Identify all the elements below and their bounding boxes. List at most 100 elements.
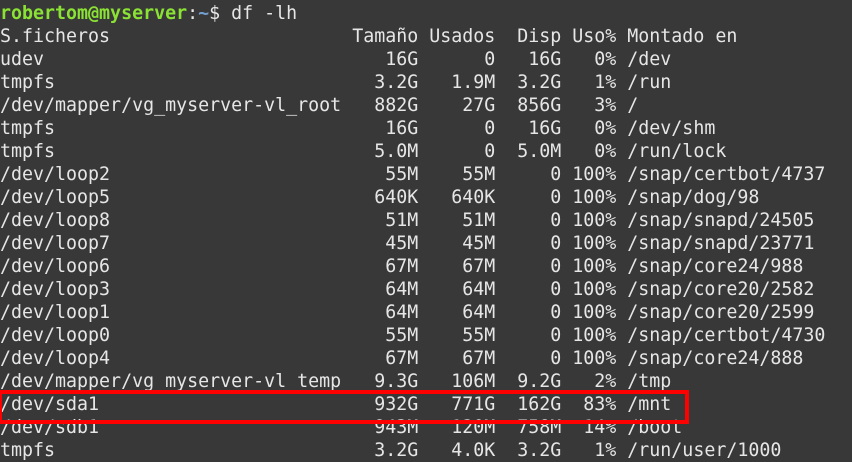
cell-size: 64M xyxy=(385,302,419,323)
cell-use-percent: 100% xyxy=(572,256,617,277)
cell-size: 51M xyxy=(385,210,419,231)
cell-size: 16G xyxy=(385,49,419,70)
cell-avail: 0 xyxy=(550,233,562,254)
cell-used: 27G xyxy=(462,95,496,116)
prompt-line: robertom@myserver: ~ $ df -lh xyxy=(0,2,825,25)
cell-filesystem: /dev/sda1 xyxy=(0,394,100,415)
header-size: Tamaño xyxy=(352,26,419,47)
cell-use-percent: 100% xyxy=(572,187,617,208)
cell-mounted-on: / xyxy=(627,95,639,116)
cell-used: 0 xyxy=(484,49,496,70)
cell-mounted-on: /snap/core24/988 xyxy=(627,256,804,277)
table-row: /dev/loop5 640K 640K 0 100% /snap/dog/98 xyxy=(0,186,825,209)
cell-use-percent: 1% xyxy=(594,72,617,93)
cell-avail: 0 xyxy=(550,187,562,208)
cell-avail: 5.0M xyxy=(517,141,562,162)
cell-avail: 0 xyxy=(550,256,562,277)
cell-filesystem: /dev/mapper/vg_myserver-vl_root xyxy=(0,95,342,116)
cell-use-percent: 0% xyxy=(594,118,617,139)
cell-avail: 16G xyxy=(528,118,562,139)
cell-size: 67M xyxy=(385,348,419,369)
table-row: tmpfs 5.0M 0 5.0M 0% /run/lock xyxy=(0,140,825,163)
prompt-path: ~ xyxy=(198,3,210,24)
cell-mounted-on: /tmp xyxy=(627,371,672,392)
cell-size: 640K xyxy=(374,187,419,208)
cell-mounted-on: /boot xyxy=(627,417,683,438)
cell-size: 67M xyxy=(385,256,419,277)
cell-filesystem: tmpfs xyxy=(0,118,56,139)
cell-mounted-on: /snap/certbot/4730 xyxy=(627,325,826,346)
table-row: tmpfs 3.2G 1.9M 3.2G 1% /run xyxy=(0,71,825,94)
cell-used: 1.9M xyxy=(451,72,496,93)
cell-avail: 3.2G xyxy=(517,440,562,461)
cell-use-percent: 100% xyxy=(572,279,617,300)
cell-avail: 0 xyxy=(550,302,562,323)
cell-avail: 0 xyxy=(550,279,562,300)
cell-use-percent: 100% xyxy=(572,348,617,369)
cell-size: 932G xyxy=(374,394,419,415)
cell-size: 45M xyxy=(385,233,419,254)
header-used: Usados xyxy=(429,26,496,47)
table-row: /dev/loop7 45M 45M 0 100% /snap/snapd/23771 xyxy=(0,232,825,255)
cell-used: 64M xyxy=(462,279,496,300)
table-row: /dev/loop0 55M 55M 0 100% /snap/certbot/4730 xyxy=(0,324,825,347)
cell-size: 3.2G xyxy=(374,440,419,461)
cell-filesystem: /dev/loop1 xyxy=(0,302,111,323)
cell-filesystem: udev xyxy=(0,49,45,70)
cell-mounted-on: /snap/core20/2582 xyxy=(627,279,815,300)
cell-filesystem: /dev/loop8 xyxy=(0,210,111,231)
cell-used: 4.0K xyxy=(451,440,496,461)
cell-mounted-on: /snap/certbot/4737 xyxy=(627,164,826,185)
table-row: /dev/loop3 64M 64M 0 100% /snap/core20/2582 xyxy=(0,278,825,301)
table-row: /dev/loop4 67M 67M 0 100% /snap/core24/888 xyxy=(0,347,825,370)
cell-mounted-on: /dev xyxy=(627,49,672,70)
cell-avail: 0 xyxy=(550,348,562,369)
cell-avail: 856G xyxy=(517,95,562,116)
cell-use-percent: 14% xyxy=(583,417,617,438)
cell-used: 67M xyxy=(462,348,496,369)
cell-use-percent: 1% xyxy=(594,440,617,461)
cell-use-percent: 100% xyxy=(572,325,617,346)
cell-mounted-on: /run xyxy=(627,72,672,93)
cell-use-percent: 2% xyxy=(594,371,617,392)
cell-used: 640K xyxy=(451,187,496,208)
cell-filesystem: /dev/loop5 xyxy=(0,187,111,208)
cell-mounted-on: /run/user/1000 xyxy=(627,440,782,461)
cell-filesystem: /dev/loop2 xyxy=(0,164,111,185)
cell-avail: 0 xyxy=(550,325,562,346)
cell-size: 882G xyxy=(374,95,419,116)
cell-size: 55M xyxy=(385,325,419,346)
cell-filesystem: tmpfs xyxy=(0,141,56,162)
cell-avail: 9.2G xyxy=(517,371,562,392)
cell-size: 3.2G xyxy=(374,72,419,93)
cell-used: 106M xyxy=(451,371,496,392)
cell-size: 16G xyxy=(385,118,419,139)
prompt-separator: : xyxy=(187,3,199,24)
cell-use-percent: 83% xyxy=(583,394,617,415)
cell-size: 943M xyxy=(374,417,419,438)
cell-mounted-on: /snap/core24/888 xyxy=(627,348,804,369)
table-row: /dev/loop8 51M 51M 0 100% /snap/snapd/24505 xyxy=(0,209,825,232)
cell-use-percent: 0% xyxy=(594,141,617,162)
cell-size: 9.3G xyxy=(374,371,419,392)
cell-used: 55M xyxy=(462,164,496,185)
table-row: /dev/mapper/vg_myserver-vl_temp 9.3G 106M 9… xyxy=(0,370,825,393)
cell-avail: 0 xyxy=(550,164,562,185)
cell-used: 55M xyxy=(462,325,496,346)
cell-use-percent: 100% xyxy=(572,302,617,323)
cell-mounted-on: /snap/snapd/23771 xyxy=(627,233,815,254)
cell-avail: 0 xyxy=(550,210,562,231)
cell-used: 45M xyxy=(462,233,496,254)
cell-avail: 3.2G xyxy=(517,72,562,93)
cell-use-percent: 100% xyxy=(572,233,617,254)
cell-mounted-on: /mnt xyxy=(627,394,672,415)
cell-use-percent: 100% xyxy=(572,210,617,231)
cell-mounted-on: /snap/core20/2599 xyxy=(627,302,815,323)
terminal-output[interactable]: robertom@myserver: ~ $ df -lh S.ficheros T… xyxy=(0,2,825,462)
prompt-user-host: robertom@myserver xyxy=(0,3,188,24)
header-use-percent: Uso% xyxy=(572,26,617,47)
cell-avail: 162G xyxy=(517,394,562,415)
table-row: /dev/mapper/vg_myserver-vl_root 882G 27G 85… xyxy=(0,94,825,117)
table-row: /dev/loop6 67M 67M 0 100% /snap/core24/988 xyxy=(0,255,825,278)
cell-use-percent: 0% xyxy=(594,49,617,70)
